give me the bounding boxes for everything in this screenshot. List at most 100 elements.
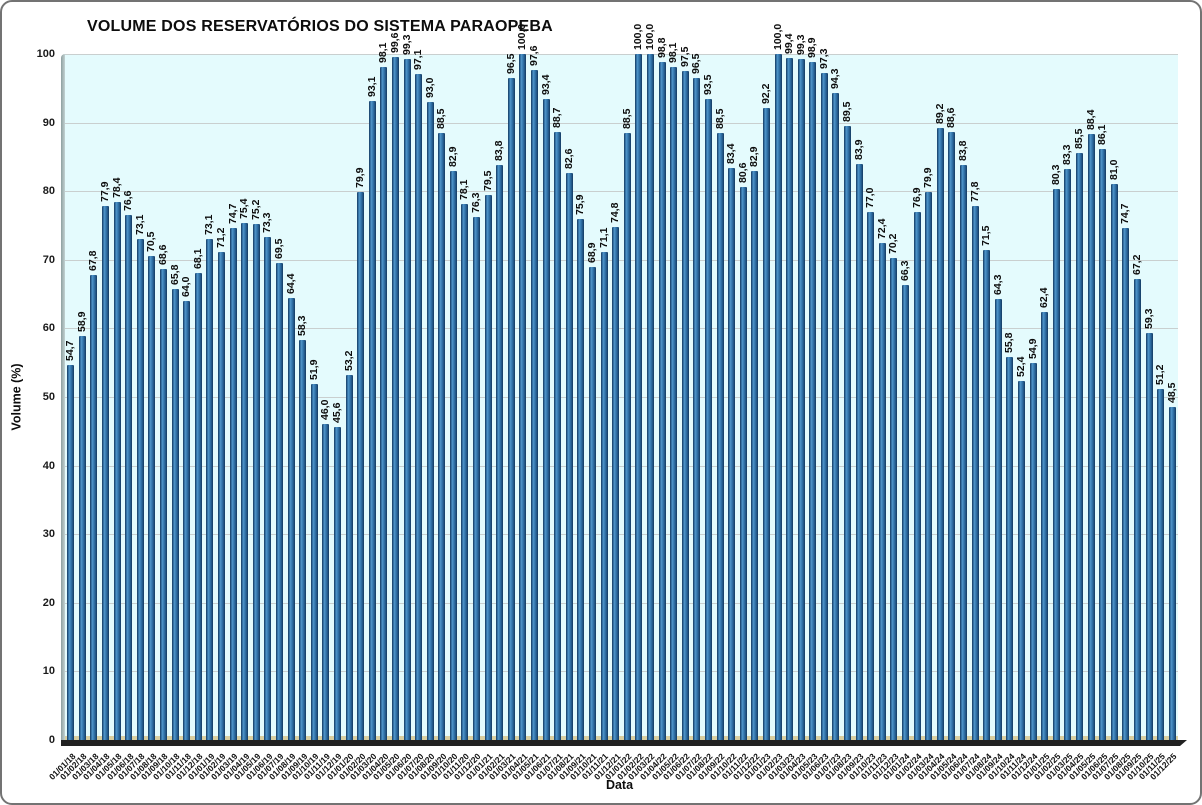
bar bbox=[426, 102, 434, 740]
gridline bbox=[65, 671, 1178, 673]
bar bbox=[449, 171, 457, 740]
bar-value-label: 88,4 bbox=[1084, 109, 1097, 130]
floor-highlight-3d bbox=[65, 736, 1178, 740]
bar-value-label: 81,0 bbox=[1107, 159, 1120, 181]
bar-value-label: 80,3 bbox=[1049, 164, 1062, 186]
y-tick-label: 10 bbox=[42, 665, 55, 678]
gridline bbox=[65, 602, 1178, 604]
bar-value-label: 83,8 bbox=[493, 140, 506, 162]
bar-value-label: 54,9 bbox=[1026, 338, 1039, 360]
bar-value-label: 70,2 bbox=[887, 234, 900, 255]
bar bbox=[1006, 357, 1014, 740]
bar bbox=[78, 335, 86, 740]
bar bbox=[1017, 380, 1025, 740]
bar-value-label: 67,2 bbox=[1130, 254, 1143, 276]
bar bbox=[855, 164, 863, 740]
bar bbox=[507, 78, 515, 740]
gridline bbox=[65, 328, 1178, 330]
bar-value-label: 58,3 bbox=[296, 315, 309, 337]
bar-value-label: 76,9 bbox=[910, 188, 923, 209]
bar bbox=[983, 249, 991, 740]
bar-value-label: 98,8 bbox=[655, 37, 668, 59]
bar-value-label: 59,3 bbox=[1142, 308, 1155, 330]
bar bbox=[1029, 363, 1037, 740]
gridline bbox=[65, 465, 1178, 467]
bar-value-label: 74,8 bbox=[609, 202, 622, 223]
bar bbox=[1064, 168, 1072, 740]
bar bbox=[751, 171, 759, 740]
bar bbox=[612, 226, 620, 740]
bar-value-label: 83,3 bbox=[1061, 144, 1074, 165]
bar bbox=[658, 62, 666, 740]
bar-value-label: 62,4 bbox=[1038, 287, 1051, 308]
bar-value-label: 79,5 bbox=[481, 170, 494, 191]
chart-floor-3d bbox=[61, 740, 1187, 746]
bar-value-label: 71,2 bbox=[215, 227, 228, 248]
bar-value-label: 98,9 bbox=[806, 37, 819, 58]
bar-value-label: 88,7 bbox=[551, 107, 564, 128]
bar bbox=[542, 99, 550, 740]
bar bbox=[890, 258, 898, 740]
bar bbox=[1133, 279, 1141, 740]
bar bbox=[635, 54, 643, 740]
bar bbox=[310, 383, 318, 740]
y-tick-label: 60 bbox=[42, 322, 55, 335]
bar bbox=[844, 126, 852, 740]
bar-value-label: 46,0 bbox=[319, 400, 332, 421]
bar bbox=[1087, 133, 1095, 740]
bar-value-label: 65,8 bbox=[168, 264, 181, 285]
bar bbox=[670, 67, 678, 740]
bar-value-label: 92,2 bbox=[759, 83, 772, 104]
bar-value-label: 83,4 bbox=[725, 143, 738, 164]
bar-value-label: 76,3 bbox=[470, 192, 483, 213]
gridline bbox=[65, 397, 1178, 398]
bar-value-label: 68,9 bbox=[586, 242, 599, 264]
bar bbox=[1122, 227, 1130, 740]
bar bbox=[252, 224, 260, 740]
bar-value-label: 79,9 bbox=[922, 167, 935, 188]
bar-value-label: 71,5 bbox=[980, 225, 993, 246]
bar bbox=[333, 427, 341, 740]
gridline bbox=[65, 259, 1178, 261]
bar-value-label: 96,5 bbox=[690, 53, 703, 75]
bar-value-label: 100,0 bbox=[632, 23, 645, 50]
bars-layer: 54,7 58,9 67,8 77,9 78,4 76,6 73,1 70,5 68,6 65,8… bbox=[64, 24, 1178, 740]
bar bbox=[531, 70, 539, 740]
bar bbox=[148, 256, 156, 740]
bar bbox=[438, 132, 446, 740]
bar bbox=[600, 252, 608, 740]
y-tick-label: 20 bbox=[42, 596, 55, 609]
bar bbox=[229, 227, 237, 740]
bar-value-label: 77,8 bbox=[968, 181, 981, 203]
side-wall-3d bbox=[61, 54, 65, 740]
bar-value-label: 48,5 bbox=[1165, 382, 1178, 404]
bar-value-label: 82,9 bbox=[748, 146, 761, 168]
bar bbox=[774, 54, 782, 740]
bar-value-label: 79,9 bbox=[354, 167, 367, 188]
bar-value-label: 94,3 bbox=[829, 68, 842, 90]
y-axis: 0 10 20 30 40 50 60 70 80 90 100 bbox=[2, 48, 57, 746]
y-tick-label: 70 bbox=[42, 253, 55, 266]
bar bbox=[589, 267, 597, 740]
bar-value-label: 78,1 bbox=[458, 179, 471, 201]
bar-value-label: 86,1 bbox=[1096, 124, 1109, 146]
bar bbox=[380, 67, 388, 740]
bar bbox=[960, 165, 968, 740]
bar bbox=[160, 269, 168, 740]
bar-value-label: 83,9 bbox=[852, 140, 865, 161]
y-tick-label: 0 bbox=[48, 734, 55, 746]
bar bbox=[113, 202, 121, 740]
bar-value-label: 74,7 bbox=[226, 203, 239, 224]
bar-value-label: 99,4 bbox=[783, 33, 796, 55]
bar bbox=[681, 71, 689, 740]
bar-value-label: 97,6 bbox=[528, 46, 541, 67]
bar-value-label: 52,4 bbox=[1014, 356, 1027, 377]
bar-value-label: 58,9 bbox=[75, 311, 88, 332]
bar bbox=[473, 216, 481, 740]
bar-value-label: 68,1 bbox=[191, 248, 204, 269]
bar-value-label: 74,7 bbox=[1119, 203, 1132, 224]
bar bbox=[1041, 311, 1049, 740]
bar bbox=[322, 424, 330, 740]
bar-value-label: 89,5 bbox=[841, 101, 854, 123]
